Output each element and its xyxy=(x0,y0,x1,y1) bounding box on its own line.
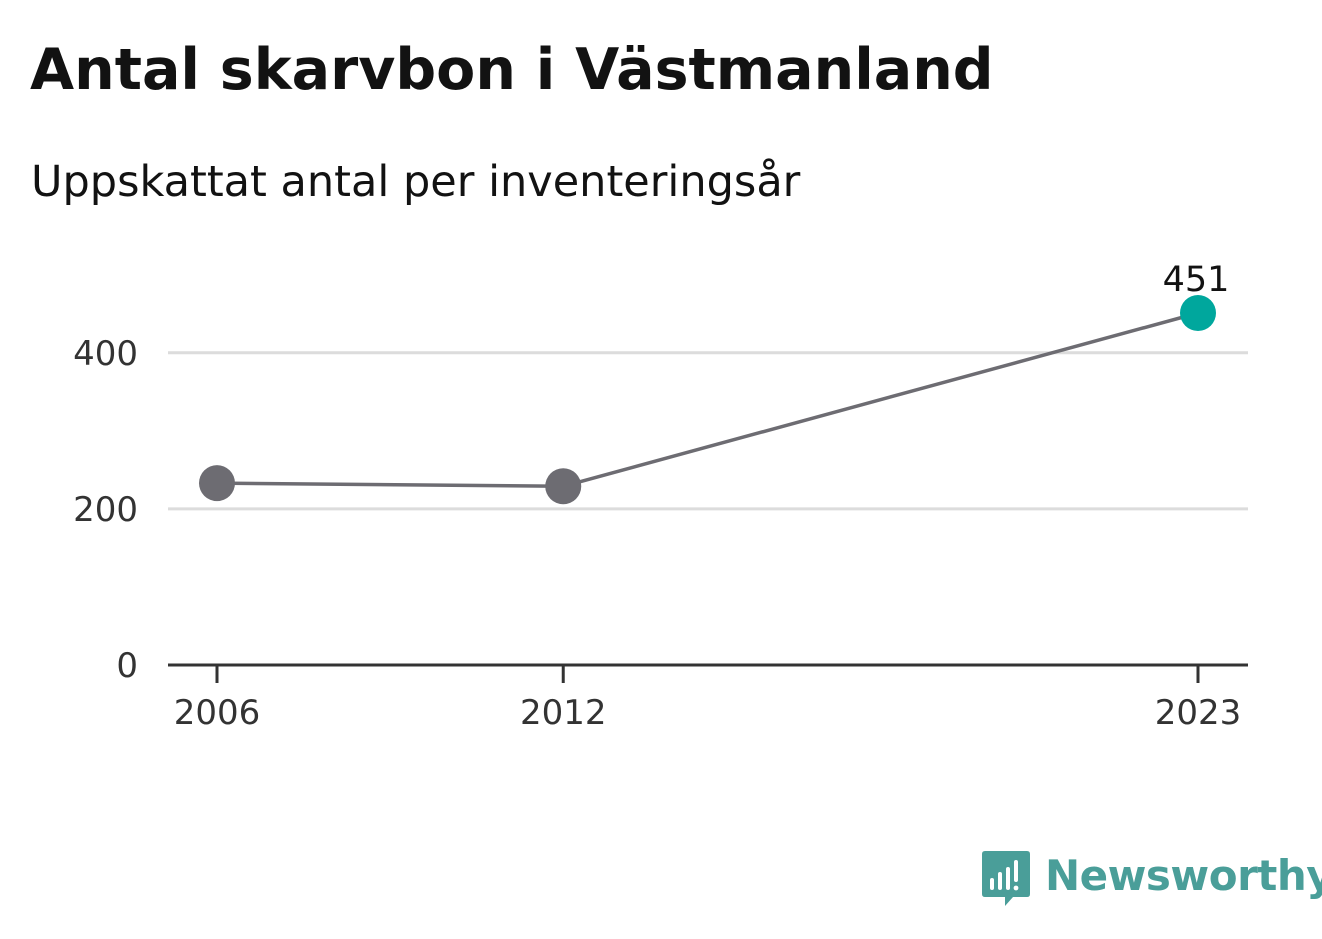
x-tick-label-2006: 2006 xyxy=(174,693,261,733)
x-tick-label-2012: 2012 xyxy=(520,693,607,733)
series-line xyxy=(215,311,1200,489)
x-axis-tick-labels: 2006 2012 2023 xyxy=(174,693,1242,733)
x-tick-label-2023: 2023 xyxy=(1155,693,1242,733)
newsworthy-logo-icon xyxy=(982,851,1030,906)
data-point-2012 xyxy=(545,468,582,505)
data-point-2023 xyxy=(1180,295,1216,331)
chart-subtitle: Uppskattat antal per inventeringsår xyxy=(31,157,801,207)
y-axis-tick-labels: 0 200 400 xyxy=(73,334,138,686)
newsworthy-logo-text: Newsworthy xyxy=(1045,851,1322,900)
y-tick-label-200: 200 xyxy=(73,490,138,530)
series-line-layer xyxy=(215,311,1200,489)
data-labels: 451 xyxy=(1163,260,1230,300)
chart-title: Antal skarvbon i Västmanland xyxy=(30,37,994,103)
data-label-2023: 451 xyxy=(1163,260,1230,300)
gridlines xyxy=(168,351,1248,511)
data-points xyxy=(199,295,1216,505)
newsworthy-logo: Newsworthy xyxy=(981,848,1322,912)
data-point-2006 xyxy=(199,465,235,502)
y-tick-label-0: 0 xyxy=(116,646,138,686)
y-tick-label-400: 400 xyxy=(73,334,138,374)
x-axis xyxy=(168,663,1248,683)
